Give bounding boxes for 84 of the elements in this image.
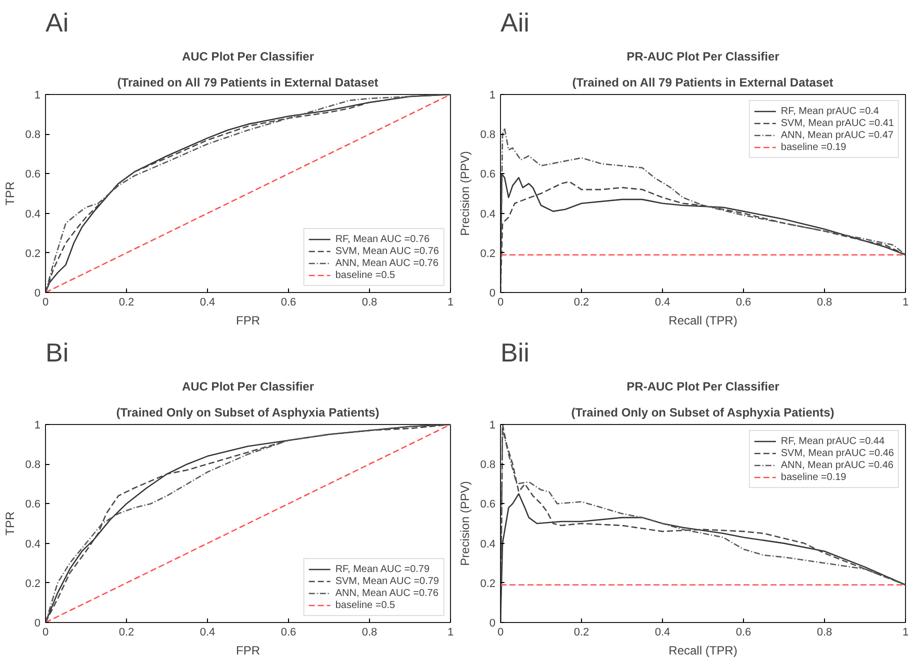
legend-label: ANN, Mean prAUC =0.47 [780,129,894,141]
x-tick-label: 1 [902,626,909,638]
y-axis-title: Precision (PPV) [458,481,472,566]
text: Bii [500,338,530,368]
x-tick-label: 0.8 [816,626,832,638]
x-axis-title: Recall (TPR) [668,314,738,328]
legend-label: RF, Mean AUC =0.79 [335,563,430,575]
chart-title: PR-AUC Plot Per Classifier [626,50,780,64]
y-tick-label: 1 [489,90,496,102]
y-axis-title: TPR [3,181,18,206]
x-tick-label: 0.6 [280,296,296,308]
chart-subtitle: (Trained Only on Subset of Asphyxia Patients) [571,406,834,420]
y-tick-label: 0 [34,288,41,300]
legend-label: baseline =0.5 [335,269,396,281]
legend-label: SVM, Mean AUC =0.79 [335,575,439,587]
y-tick-label: 0 [489,618,496,630]
legend-label: SVM, Mean prAUC =0.41 [780,117,894,129]
x-axis-title: Recall (TPR) [668,644,738,658]
y-tick-label: 0 [34,618,41,630]
y-tick-label: 0.2 [25,248,41,260]
y-tick-label: 0.2 [480,578,496,590]
legend-label: SVM, Mean AUC =0.76 [335,245,439,257]
chart-subtitle: (Trained on All 79 Patients in External Dataset [572,76,834,90]
y-axis-title: Precision (PPV) [458,151,472,236]
legend-label: ANN, Mean AUC =0.76 [335,587,438,599]
chart-title: AUC Plot Per Classifier [182,50,314,64]
x-tick-label: 0.2 [118,626,134,638]
y-tick-label: 0.6 [480,498,496,511]
x-tick-label: 0.2 [118,296,134,308]
x-tick-label: 1 [447,296,454,308]
text: Bi [46,338,69,368]
legend-label: RF, Mean prAUC =0.44 [780,435,885,447]
legend-label: ANN, Mean AUC =0.76 [335,257,438,269]
chart-subtitle: (Trained Only on Subset of Asphyxia Patients) [116,406,380,420]
x-tick-label: 0.6 [280,626,296,638]
x-tick-label: 0.2 [574,626,590,638]
y-axis-title: TPR [3,511,18,536]
y-tick-label: 0.4 [480,208,496,220]
x-tick-label: 0 [42,626,49,638]
y-tick-label: 0.6 [25,498,41,511]
x-tick-label: 0.6 [736,626,752,638]
legend-label: SVM, Mean prAUC =0.46 [780,447,894,459]
y-tick-label: 1 [489,420,496,432]
legend-label: baseline =0.19 [780,471,846,483]
x-tick-label: 0.4 [200,626,216,638]
x-tick-label: 0 [497,626,504,638]
y-tick-label: 0.4 [25,208,41,220]
y-tick-label: 0.8 [25,459,41,472]
legend-label: baseline =0.19 [780,141,846,153]
text: Ai [46,8,69,38]
x-tick-label: 1 [447,626,454,638]
y-tick-label: 1 [34,90,41,102]
y-tick-label: 0.6 [480,168,496,181]
y-tick-label: 0.2 [25,578,41,590]
y-tick-label: 0 [489,288,496,300]
x-axis-title: FPR [236,314,260,328]
chart-subtitle: (Trained on All 79 Patients in External Dataset [117,76,378,90]
legend-label: ANN, Mean prAUC =0.46 [780,459,894,471]
chart-title: PR-AUC Plot Per Classifier [626,380,780,394]
x-tick-label: 0.2 [574,296,590,308]
x-tick-label: 0.6 [736,296,752,308]
y-tick-label: 1 [34,420,41,432]
legend-label: RF, Mean prAUC =0.4 [780,105,879,117]
legend-label: RF, Mean AUC =0.76 [335,233,430,245]
y-tick-label: 0.8 [480,459,496,472]
y-tick-label: 0.8 [480,129,496,142]
text: Aii [500,8,530,38]
x-tick-label: 0.4 [654,626,670,638]
x-tick-label: 1 [902,296,909,308]
chart-title: AUC Plot Per Classifier [182,380,314,394]
x-tick-label: 0.8 [362,626,378,638]
x-tick-label: 0.8 [816,296,832,308]
x-tick-label: 0.4 [654,296,670,308]
x-tick-label: 0.4 [200,296,216,308]
x-tick-label: 0 [497,296,504,308]
y-tick-label: 0.6 [25,168,41,181]
y-tick-label: 0.4 [25,538,41,550]
y-tick-label: 0.8 [25,129,41,142]
x-tick-label: 0.8 [362,296,378,308]
x-tick-label: 0 [42,296,49,308]
x-axis-title: FPR [236,644,260,658]
y-tick-label: 0.4 [480,538,496,550]
legend-label: baseline =0.5 [335,599,396,611]
y-tick-label: 0.2 [480,248,496,260]
